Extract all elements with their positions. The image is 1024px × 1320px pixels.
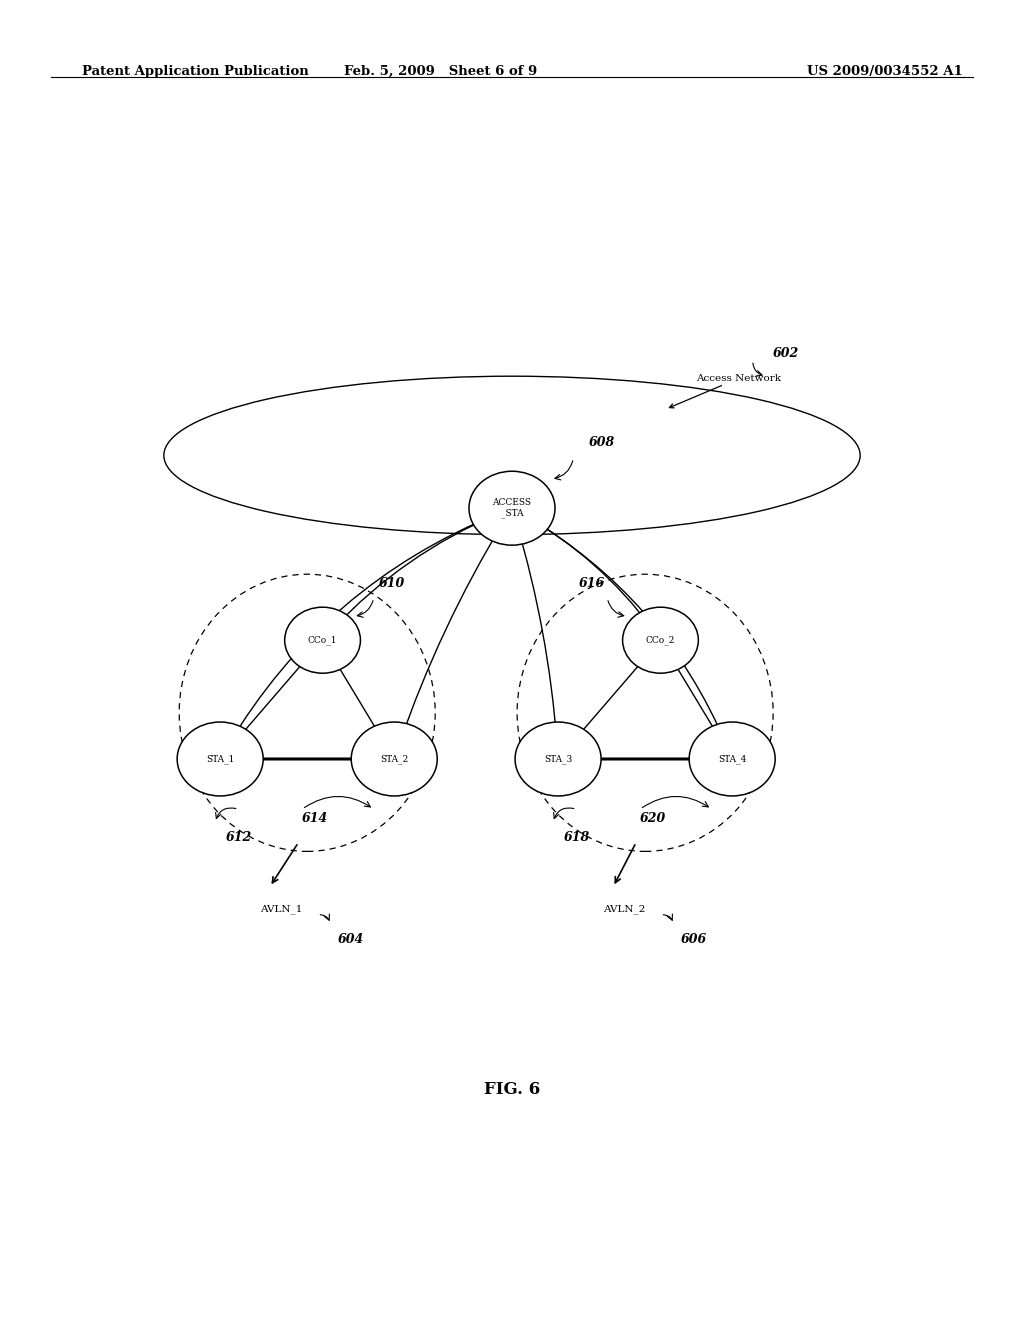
Ellipse shape (469, 471, 555, 545)
Ellipse shape (285, 607, 360, 673)
Text: STA_4: STA_4 (718, 754, 746, 764)
Text: Patent Application Publication: Patent Application Publication (82, 65, 308, 78)
Text: 608: 608 (589, 436, 615, 449)
Text: ACCESS
_STA: ACCESS _STA (493, 498, 531, 519)
Ellipse shape (689, 722, 775, 796)
Ellipse shape (623, 607, 698, 673)
Text: 604: 604 (338, 933, 365, 946)
Ellipse shape (351, 722, 437, 796)
Text: STA_1: STA_1 (206, 754, 234, 764)
Text: 620: 620 (640, 812, 667, 825)
Text: 614: 614 (302, 812, 329, 825)
Text: 606: 606 (681, 933, 708, 946)
Text: US 2009/0034552 A1: US 2009/0034552 A1 (807, 65, 963, 78)
Text: CCo_2: CCo_2 (646, 635, 675, 645)
Ellipse shape (177, 722, 263, 796)
Text: FIG. 6: FIG. 6 (484, 1081, 540, 1097)
Text: CCo_1: CCo_1 (308, 635, 337, 645)
Text: AVLN_2: AVLN_2 (603, 904, 646, 913)
Text: STA_2: STA_2 (380, 754, 409, 764)
Text: Feb. 5, 2009   Sheet 6 of 9: Feb. 5, 2009 Sheet 6 of 9 (344, 65, 537, 78)
Ellipse shape (515, 722, 601, 796)
Text: Access Network: Access Network (670, 374, 781, 408)
Text: 602: 602 (773, 347, 800, 360)
Text: 612: 612 (225, 830, 252, 843)
Text: AVLN_1: AVLN_1 (260, 904, 303, 913)
Text: 618: 618 (563, 830, 590, 843)
Text: STA_3: STA_3 (544, 754, 572, 764)
Text: 610: 610 (379, 577, 406, 590)
Text: 616: 616 (579, 577, 605, 590)
